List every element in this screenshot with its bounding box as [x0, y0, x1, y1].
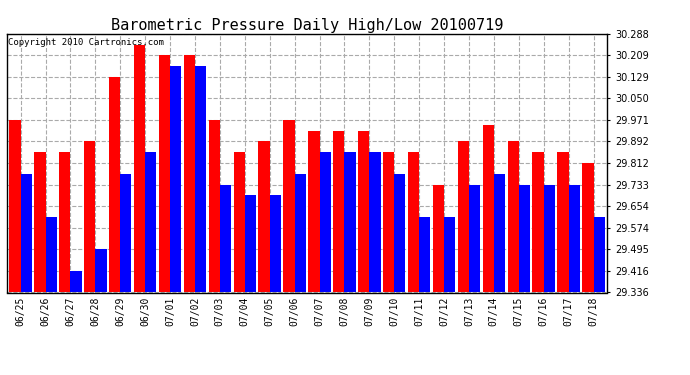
Bar	[95, 249, 106, 292]
Bar	[120, 174, 131, 292]
Bar	[34, 152, 46, 292]
Bar	[10, 120, 21, 292]
Bar	[208, 120, 220, 292]
Title: Barometric Pressure Daily High/Low 20100719: Barometric Pressure Daily High/Low 20100…	[111, 18, 503, 33]
Bar	[259, 141, 270, 292]
Bar	[469, 184, 480, 292]
Bar	[483, 125, 494, 292]
Bar	[295, 174, 306, 292]
Bar	[569, 184, 580, 292]
Bar	[383, 152, 394, 292]
Bar	[270, 195, 281, 292]
Bar	[59, 152, 70, 292]
Bar	[358, 131, 369, 292]
Bar	[134, 45, 145, 292]
Bar	[284, 120, 295, 292]
Bar	[544, 184, 555, 292]
Bar	[494, 174, 505, 292]
Bar	[195, 66, 206, 292]
Bar	[333, 131, 344, 292]
Bar	[344, 152, 355, 292]
Bar	[519, 184, 530, 292]
Bar	[558, 152, 569, 292]
Bar	[84, 141, 95, 292]
Bar	[46, 217, 57, 292]
Bar	[159, 55, 170, 292]
Text: Copyright 2010 Cartronics.com: Copyright 2010 Cartronics.com	[8, 38, 164, 46]
Bar	[220, 184, 231, 292]
Bar	[245, 195, 256, 292]
Bar	[21, 174, 32, 292]
Bar	[369, 152, 380, 292]
Bar	[533, 152, 544, 292]
Bar	[319, 152, 331, 292]
Bar	[170, 66, 181, 292]
Bar	[308, 131, 319, 292]
Bar	[457, 141, 469, 292]
Bar	[184, 55, 195, 292]
Bar	[109, 77, 120, 292]
Bar	[508, 141, 519, 292]
Bar	[444, 217, 455, 292]
Bar	[419, 217, 431, 292]
Bar	[593, 217, 604, 292]
Bar	[582, 163, 593, 292]
Bar	[408, 152, 419, 292]
Bar	[433, 184, 444, 292]
Bar	[234, 152, 245, 292]
Bar	[394, 174, 406, 292]
Bar	[145, 152, 157, 292]
Bar	[70, 271, 81, 292]
